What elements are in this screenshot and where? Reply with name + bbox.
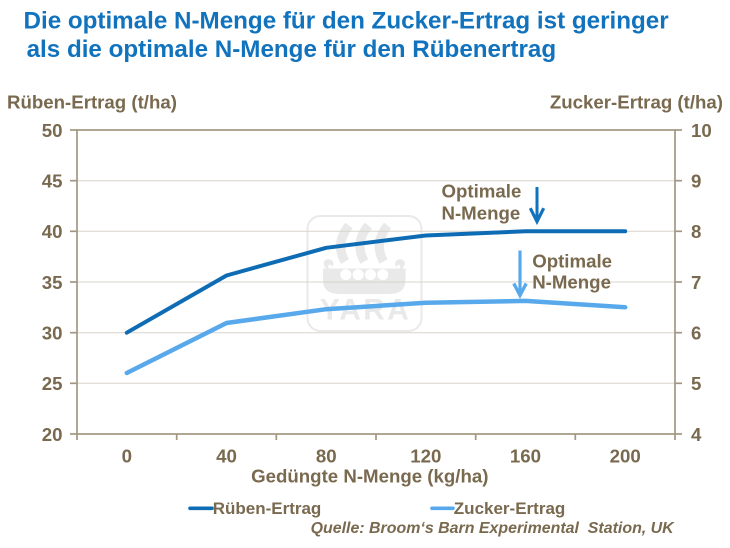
svg-text:7: 7 [691,272,701,293]
svg-text:160: 160 [510,445,541,466]
svg-text:Die optimale N-Menge für den Z: Die optimale N-Menge für den Zucker-Ertr… [24,8,670,35]
svg-text:N-Menge: N-Menge [532,272,611,293]
svg-text:40: 40 [216,445,237,466]
svg-text:N-Menge: N-Menge [442,203,521,224]
svg-text:Rüben-Ertrag (t/ha): Rüben-Ertrag (t/ha) [7,92,177,113]
svg-text:8: 8 [691,221,701,242]
svg-text:35: 35 [42,272,63,293]
svg-text:40: 40 [42,221,63,242]
svg-text:9: 9 [691,171,701,192]
svg-text:Zucker-Ertrag: Zucker-Ertrag [454,499,565,518]
svg-text:80: 80 [316,445,337,466]
svg-text:50: 50 [42,120,63,141]
svg-text:5: 5 [691,373,701,394]
svg-text:Optimale: Optimale [442,181,522,202]
svg-text:10: 10 [691,120,712,141]
svg-text:Gedüngte N-Menge (kg/ha): Gedüngte N-Menge (kg/ha) [251,465,488,486]
svg-text:25: 25 [42,373,63,394]
svg-text:200: 200 [610,445,641,466]
svg-text:Quelle: Broom‘s Barn Experimen: Quelle: Broom‘s Barn Experimental Statio… [311,520,676,537]
svg-text:30: 30 [42,323,63,344]
svg-text:Zucker-Ertrag (t/ha): Zucker-Ertrag (t/ha) [550,92,723,113]
svg-text:als die optimale N-Menge für d: als die optimale N-Menge für den Rübener… [27,36,557,63]
svg-text:6: 6 [691,323,701,344]
svg-text:45: 45 [42,171,63,192]
svg-text:120: 120 [410,445,441,466]
svg-text:20: 20 [42,424,63,445]
svg-text:Optimale: Optimale [532,250,612,271]
svg-text:0: 0 [122,445,132,466]
svg-text:4: 4 [691,424,702,445]
svg-text:Rüben-Ertrag: Rüben-Ertrag [213,499,322,518]
